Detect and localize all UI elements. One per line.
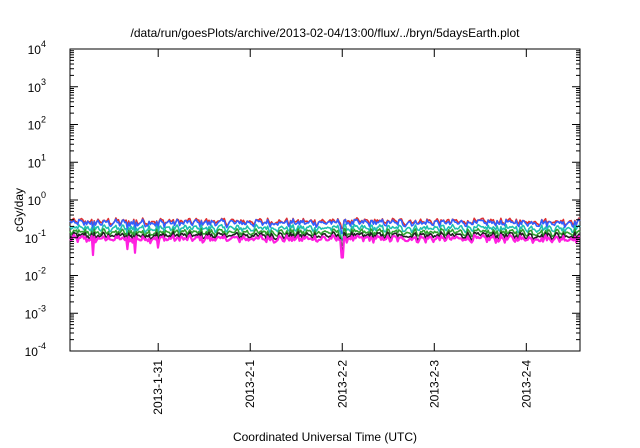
y-tick-base: 10 (25, 345, 39, 359)
y-tick-base: 10 (28, 119, 42, 133)
y-tick-label: 103 (28, 77, 46, 95)
y-tick-exp: 1 (41, 152, 46, 162)
plot-frame (69, 48, 581, 352)
y-tick-label: 10-1 (25, 228, 46, 246)
y-tick-exp: -2 (38, 266, 46, 276)
y-tick-base: 10 (25, 270, 39, 284)
x-axis-label: Coordinated Universal Time (UTC) (233, 430, 417, 444)
y-tick-label: 10-2 (25, 266, 46, 284)
x-tick-label: 2013-2-1 (243, 360, 257, 408)
y-tick-base: 10 (28, 43, 42, 57)
y-tick-label: 101 (28, 152, 46, 170)
series-layer (69, 217, 581, 259)
chart-title: /data/run/goesPlots/archive/2013-02-04/1… (131, 26, 521, 40)
y-tick-label: 10-3 (25, 303, 46, 321)
y-tick-base: 10 (25, 307, 39, 321)
y-tick-exp: 4 (41, 39, 46, 49)
series-line (69, 233, 581, 259)
y-tick-base: 10 (28, 81, 42, 95)
y-tick-exp: 2 (41, 115, 46, 125)
y-tick-label: 100 (28, 190, 46, 208)
y-axis-label: cGy/day (12, 188, 26, 232)
x-tick-label: 2013-2-3 (427, 360, 441, 408)
y-tick-base: 10 (25, 232, 39, 246)
x-tick-label: 2013-2-2 (335, 360, 349, 408)
y-tick-base: 10 (28, 194, 42, 208)
y-tick-label: 10-4 (25, 341, 46, 359)
y-tick-label: 104 (28, 39, 46, 57)
y-tick-exp: -3 (38, 303, 46, 313)
y-tick-base: 10 (28, 156, 42, 170)
y-tick-exp: -4 (38, 341, 46, 351)
series-line (69, 231, 580, 251)
x-tick-label: 2013-1-31 (151, 360, 165, 415)
series-line (69, 227, 581, 246)
y-tick-label: 102 (28, 115, 46, 133)
y-tick-exp: -1 (38, 228, 46, 238)
x-tick-label: 2013-2-4 (519, 360, 533, 408)
series-line (69, 218, 581, 235)
y-tick-exp: 0 (41, 190, 46, 200)
series-line (69, 223, 581, 241)
axes-layer: 10-410-310-210-11001011021031042013-1-31… (25, 39, 580, 415)
y-tick-exp: 3 (41, 77, 46, 87)
